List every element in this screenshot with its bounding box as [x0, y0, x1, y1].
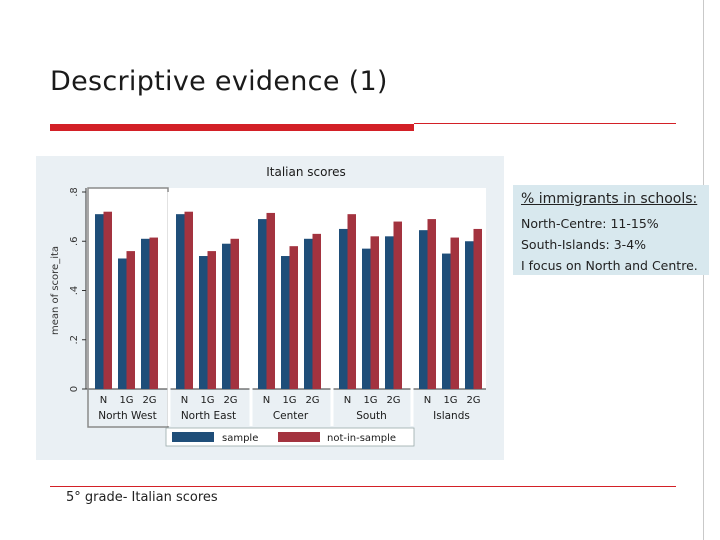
- bar-sample: [281, 256, 290, 389]
- bar-category-label: N: [344, 395, 351, 406]
- info-line-focus: I focus on North and Centre.: [521, 258, 698, 273]
- y-tick-label: 0: [69, 386, 80, 392]
- bar-not-in-sample: [473, 228, 482, 389]
- bar-category-label: 2G: [466, 395, 480, 406]
- group-label: North West: [98, 410, 157, 422]
- bar-not-in-sample: [427, 219, 436, 389]
- legend-swatch-sample: [172, 432, 214, 442]
- bar-sample: [258, 219, 267, 389]
- bar-not-in-sample: [207, 251, 216, 389]
- bar-category-label: N: [424, 395, 431, 406]
- y-tick-label: .2: [69, 335, 80, 345]
- italian-scores-chart: Italian scores 0 .2 .4 .6 .8 mean of score_ita…: [50, 165, 486, 447]
- legend-label-not-in-sample: not-in-sample: [327, 433, 396, 444]
- bar-not-in-sample: [289, 246, 298, 389]
- bar-sample: [419, 230, 428, 389]
- y-axis-label: mean of score_ita: [50, 246, 61, 335]
- bar-category-label: 2G: [305, 395, 319, 406]
- chart-title: Italian scores: [266, 165, 346, 179]
- bar-not-in-sample: [266, 212, 275, 389]
- bar-not-in-sample: [149, 237, 158, 389]
- group-label: Center: [273, 410, 309, 422]
- bar-not-in-sample: [184, 211, 193, 389]
- footnote: 5° grade- Italian scores: [66, 490, 218, 505]
- info-box: % immigrants in schools: North-Centre: 1…: [513, 185, 709, 275]
- bar-not-in-sample: [230, 238, 239, 389]
- bar-sample: [141, 238, 150, 389]
- bar-sample: [176, 214, 185, 389]
- title-accent-bar: [50, 124, 414, 131]
- bar-category-label: N: [100, 395, 107, 406]
- bar-category-label: 1G: [200, 395, 214, 406]
- bar-category-label: N: [181, 395, 188, 406]
- bar-not-in-sample: [450, 237, 459, 389]
- bar-not-in-sample: [370, 236, 379, 389]
- bar-not-in-sample: [393, 221, 402, 389]
- info-line-north-centre: North-Centre: 11-15%: [521, 216, 659, 231]
- chart-panel: Italian scores 0 .2 .4 .6 .8 mean of score_ita…: [36, 156, 504, 460]
- bar-category-label: 1G: [119, 395, 133, 406]
- bar-not-in-sample: [312, 233, 321, 389]
- bar-sample: [339, 228, 348, 389]
- bar-category-label: 1G: [282, 395, 296, 406]
- bar-category-label: 2G: [223, 395, 237, 406]
- footer-line: [50, 486, 676, 487]
- bar-not-in-sample: [103, 211, 112, 389]
- legend-swatch-not-in-sample: [278, 432, 320, 442]
- y-tick-label: .4: [69, 286, 80, 296]
- info-heading: % immigrants in schools:: [521, 191, 698, 207]
- legend-label-sample: sample: [222, 433, 258, 444]
- bar-sample: [222, 243, 231, 389]
- bar-sample: [95, 214, 104, 389]
- bar-sample: [385, 236, 394, 389]
- bar-not-in-sample: [126, 251, 135, 389]
- slide-title: Descriptive evidence (1): [50, 66, 388, 97]
- bar-sample: [199, 256, 208, 389]
- bar-category-label: 2G: [386, 395, 400, 406]
- y-tick-label: .8: [69, 187, 80, 197]
- bar-category-label: 2G: [142, 395, 156, 406]
- bar-category-label: N: [263, 395, 270, 406]
- bar-sample: [304, 238, 313, 389]
- y-tick-label: .6: [69, 236, 80, 246]
- group-label: Islands: [433, 410, 470, 422]
- bar-sample: [442, 253, 451, 389]
- bar-sample: [118, 258, 127, 389]
- bar-sample: [362, 248, 371, 389]
- info-line-south-islands: South-Islands: 3-4%: [521, 237, 647, 252]
- bar-category-label: 1G: [443, 395, 457, 406]
- bar-category-label: 1G: [363, 395, 377, 406]
- bar-sample: [465, 241, 474, 389]
- group-label: North East: [181, 410, 236, 422]
- group-label: South: [356, 410, 387, 422]
- title-accent-line: [414, 123, 676, 124]
- bar-not-in-sample: [347, 214, 356, 389]
